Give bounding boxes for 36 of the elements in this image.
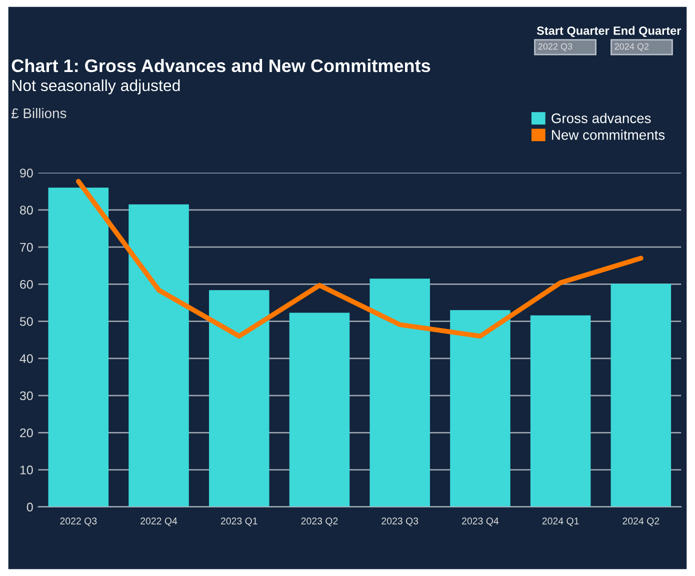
chart-title: Chart 1: Gross Advances and New Commitments	[12, 58, 430, 72]
x-tick-label: 2024 Q1	[542, 518, 579, 526]
x-tick-label: 2023 Q1	[220, 518, 258, 526]
y-tick-label: 80	[20, 206, 33, 215]
x-tick-label: 2022 Q3	[60, 518, 97, 526]
bar	[530, 315, 591, 507]
x-tick-label: 2022 Q4	[140, 518, 178, 526]
y-tick-label: 90	[20, 168, 33, 178]
y-tick-label: 50	[20, 317, 33, 326]
line-series	[76, 178, 644, 339]
text: Start Quarter	[536, 26, 610, 38]
x-tick-label: 2023 Q4	[462, 518, 499, 526]
legend-label: New commitments	[552, 130, 665, 140]
y-tick-label: 40	[20, 354, 33, 364]
bar	[289, 312, 350, 507]
text: End Quarter	[614, 26, 682, 38]
y-tick-label: 70	[20, 242, 33, 252]
y-tick-label: 30	[20, 391, 33, 400]
y-tick-label: 10	[20, 466, 33, 474]
bar	[48, 188, 109, 507]
x-tick-label: 2024 Q2	[622, 518, 660, 526]
bar	[128, 204, 189, 507]
x-tick-label: 2023 Q3	[382, 518, 418, 526]
x-tick-label: 2023 Q2	[301, 518, 338, 526]
bar	[450, 310, 510, 507]
text: 2024 Q2	[614, 43, 649, 52]
text: 2022 Q3	[538, 43, 572, 52]
y-tick-label: 0	[26, 502, 33, 512]
y-tick-label: 60	[20, 280, 33, 289]
bar	[208, 290, 270, 507]
bar	[370, 278, 430, 507]
y-tick-label: 20	[20, 428, 33, 438]
chart-subtitle: Not seasonally adjusted	[12, 79, 180, 94]
bar	[610, 284, 672, 507]
legend-label: Gross advances	[552, 113, 651, 124]
y-axis-title: £ Billions	[12, 108, 66, 118]
